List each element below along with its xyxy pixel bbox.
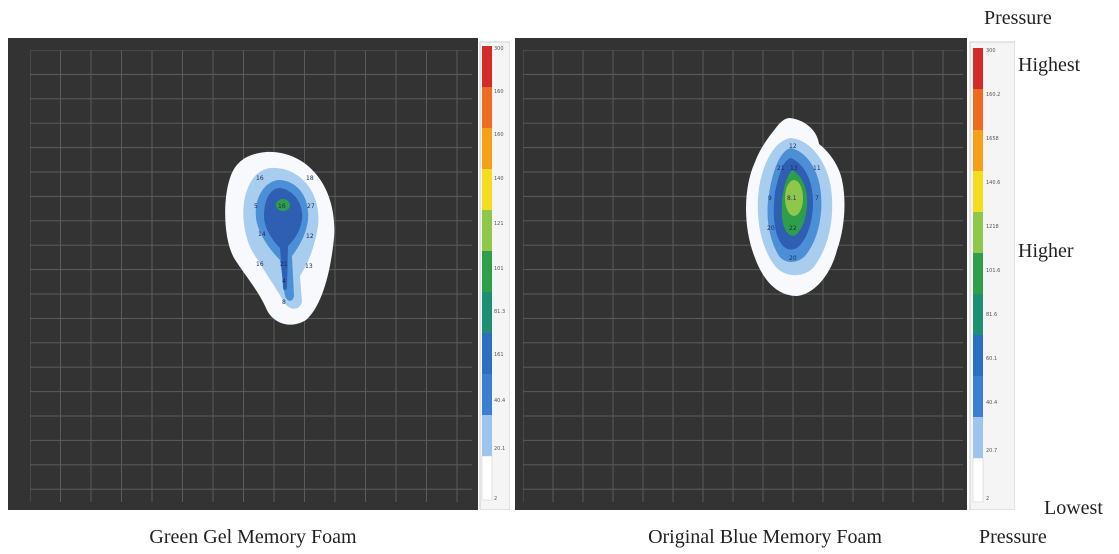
right-pressure-map: 12 21 13 11 9 8.1 7 20 22 20 300 [515, 38, 1015, 510]
sensor-value: 5 [254, 203, 258, 210]
scale-band [973, 48, 983, 89]
contour-peak-lightgreen [785, 180, 803, 216]
scale-tick: 101 [494, 266, 504, 272]
sensor-value: 4 [282, 278, 286, 285]
scale-band [973, 130, 983, 171]
scale-band [482, 46, 492, 87]
scale-tick: 121 [494, 221, 504, 227]
scale-band [482, 374, 492, 415]
scale-band [482, 292, 492, 333]
scale-band [482, 415, 492, 456]
scale-band [973, 376, 983, 417]
sensor-value: 8.1 [787, 195, 797, 202]
scale-tick: 140.6 [986, 180, 1000, 186]
color-scale [972, 48, 984, 503]
scale-band [973, 171, 983, 212]
scale-tick: 160.2 [986, 92, 1000, 98]
higher-label: Higher [1018, 240, 1074, 262]
scale-tick: 40.4 [986, 400, 997, 406]
sensor-value: 12 [789, 143, 797, 150]
left-caption: Green Gel Memory Foam [149, 526, 357, 548]
scale-ticks: 300 160.2 1658 140.6 1218 101.6 81.6 60.… [986, 48, 1000, 502]
sensor-value: 22 [789, 225, 797, 232]
right-caption: Original Blue Memory Foam [648, 526, 882, 548]
scale-band [482, 251, 492, 292]
scale-band [973, 335, 983, 376]
scale-tick: 300 [494, 46, 504, 52]
right-pressure-map-panel: 12 21 13 11 9 8.1 7 20 22 20 300 [515, 38, 1015, 510]
sensor-grid [523, 50, 963, 502]
scale-ticks: 300 160 160 140 121 101 81.3 161 40.4 20… [494, 46, 505, 502]
scale-tick: 60.1 [986, 356, 997, 362]
sensor-value: 21 [777, 165, 785, 172]
sensor-value: 8 [282, 299, 286, 306]
sensor-value: 18 [306, 175, 314, 182]
scale-band [482, 128, 492, 169]
scale-tick: 2 [494, 496, 497, 502]
sensor-value: 7 [815, 195, 819, 202]
sensor-value: 14 [258, 231, 266, 238]
left-pressure-map: 16 18 5 16 27 14 12 16 21 4 13 8 [8, 38, 510, 510]
sensor-value: 13 [305, 263, 313, 270]
scale-tick: 160 [494, 132, 504, 138]
sensor-value: 27 [307, 203, 315, 210]
scale-band [973, 294, 983, 335]
sensor-values: 16 18 5 16 27 14 12 16 21 4 13 8 [254, 175, 315, 306]
sensor-value: 16 [256, 261, 264, 268]
pressure-contour [746, 118, 845, 296]
scale-band [972, 457, 984, 503]
sensor-value: 20 [789, 255, 797, 262]
sensor-value: 20 [767, 225, 775, 232]
scale-tick: 1218 [986, 224, 999, 230]
scale-tick: 40.4 [494, 398, 505, 404]
contour-peak-green [276, 199, 290, 211]
highest-label: Highest [1018, 54, 1081, 76]
sensor-value: 16 [278, 203, 286, 210]
scale-band [973, 89, 983, 130]
pressure-label-bottom: Pressure [979, 526, 1047, 548]
scale-tick: 81.3 [494, 309, 505, 315]
pressure-label-top: Pressure [984, 7, 1052, 29]
scale-tick: 161 [494, 352, 504, 358]
contour-high-darkblue [264, 188, 303, 291]
sensor-value: 21 [280, 261, 288, 268]
scale-tick: 81.6 [986, 312, 997, 318]
scale-tick: 101.6 [986, 268, 1000, 274]
scale-band [482, 210, 492, 251]
scale-tick: 300 [986, 48, 996, 54]
scale-tick: 20.1 [494, 446, 505, 452]
scale-tick: 20.7 [986, 448, 997, 454]
sensor-value: 9 [768, 195, 772, 202]
pressure-contour [225, 151, 335, 325]
scale-tick: 160 [494, 89, 504, 95]
scale-tick: 140 [494, 176, 504, 182]
sensor-values: 12 21 13 11 9 8.1 7 20 22 20 [767, 143, 821, 262]
sensor-value: 12 [306, 233, 314, 240]
scale-tick: 2 [986, 496, 989, 502]
scale-band [973, 417, 983, 458]
sensor-value: 11 [813, 165, 821, 172]
lowest-label: Lowest [1044, 497, 1103, 519]
scale-band [481, 455, 493, 501]
sensor-value: 16 [256, 175, 264, 182]
scale-band [973, 253, 983, 294]
left-pressure-map-panel: 16 18 5 16 27 14 12 16 21 4 13 8 [8, 38, 510, 510]
scale-band [973, 212, 983, 253]
scale-band [482, 169, 492, 210]
scale-band [482, 87, 492, 128]
scale-band [482, 333, 492, 374]
sensor-value: 13 [790, 165, 798, 172]
scale-tick: 1658 [986, 136, 999, 142]
color-scale [481, 46, 493, 501]
